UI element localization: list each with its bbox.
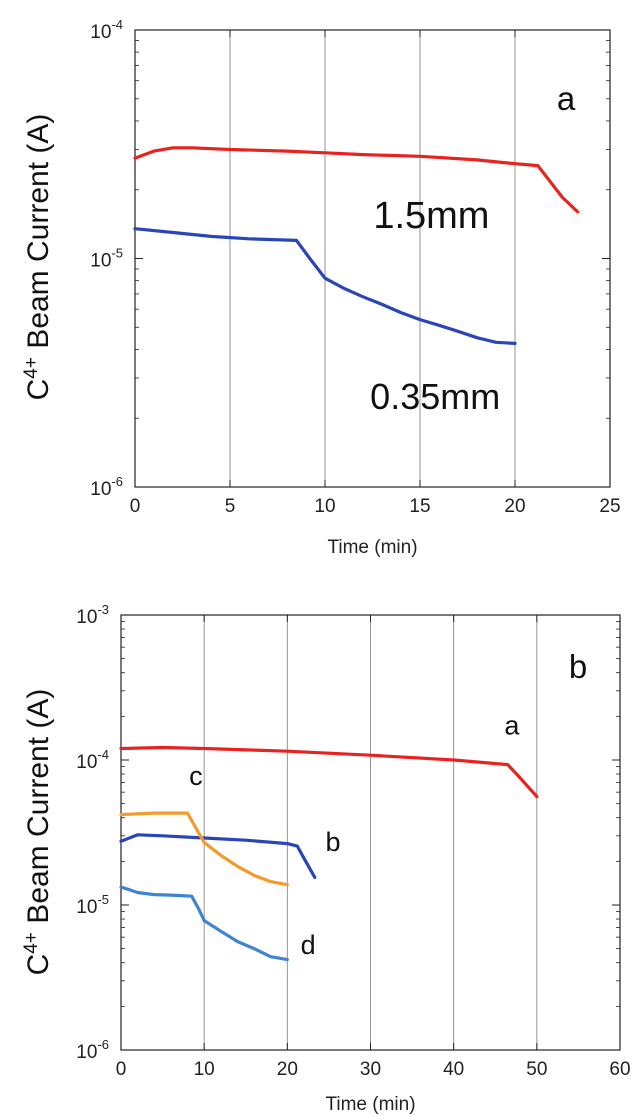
y-tick-label: 10-4 xyxy=(90,17,123,43)
y-axis-label-rest: Beam Current (A) xyxy=(22,114,55,357)
series-line-035mm xyxy=(133,227,517,345)
y-tick-base: 10 xyxy=(90,251,111,272)
y-tick-exponent: -4 xyxy=(97,747,109,762)
y-tick-label: 10-4 xyxy=(76,747,109,773)
y-tick-exponent: -6 xyxy=(111,474,123,489)
x-tick-label: 10 xyxy=(314,496,335,517)
x-tick-label: 15 xyxy=(409,496,430,517)
y-tick-exponent: -5 xyxy=(111,246,123,261)
panel-label: a xyxy=(557,80,576,117)
x-axis-label: Time (min) xyxy=(325,1094,415,1115)
y-tick-label: 10-6 xyxy=(90,474,123,500)
x-tick-label: 0 xyxy=(130,496,141,517)
x-tick-label: 40 xyxy=(443,1059,464,1080)
y-tick-base: 10 xyxy=(76,607,97,628)
series-line-c xyxy=(119,811,289,887)
x-tick-label: 50 xyxy=(526,1059,547,1080)
panel-label: b xyxy=(569,648,587,685)
x-tick-label: 10 xyxy=(194,1059,215,1080)
plot-frame xyxy=(134,29,611,488)
x-axis-label: Time (min) xyxy=(327,537,417,558)
series-annotation: d xyxy=(301,930,316,960)
y-tick-label: 10-5 xyxy=(76,892,109,918)
y-axis-label: C4+ Beam Current (A) xyxy=(21,114,55,401)
y-axis-label-base: C xyxy=(22,954,55,976)
y-axis-label: C4+ Beam Current (A) xyxy=(21,689,55,976)
y-tick-base: 10 xyxy=(90,22,111,43)
series-annotation: 0.35mm xyxy=(370,376,500,417)
y-axis-label-base: C xyxy=(22,379,55,401)
y-tick-label: 10-5 xyxy=(90,246,123,272)
y-tick-label: 10-6 xyxy=(76,1037,109,1063)
y-tick-base: 10 xyxy=(76,897,97,918)
y-axis-label-rest: Beam Current (A) xyxy=(22,689,55,932)
series-line-d xyxy=(119,885,289,962)
x-tick-label: 25 xyxy=(599,496,620,517)
series-annotation: c xyxy=(189,761,203,791)
y-tick-base: 10 xyxy=(76,752,97,773)
series-line-15mm xyxy=(133,146,580,214)
series-annotation: a xyxy=(504,710,520,740)
series-annotation: 1.5mm xyxy=(373,195,489,237)
series-line-a xyxy=(119,745,539,799)
x-tick-label: 20 xyxy=(277,1059,298,1080)
series-annotation: b xyxy=(326,827,341,857)
y-tick-exponent: -6 xyxy=(97,1037,109,1052)
y-tick-exponent: -5 xyxy=(97,892,109,907)
y-tick-label: 10-3 xyxy=(76,602,109,628)
y-tick-base: 10 xyxy=(90,479,111,500)
x-tick-label: 30 xyxy=(360,1059,381,1080)
y-tick-exponent: -4 xyxy=(111,17,123,32)
series-line-b xyxy=(119,833,317,879)
x-tick-label: 5 xyxy=(225,496,236,517)
y-tick-base: 10 xyxy=(76,1042,97,1063)
x-tick-label: 60 xyxy=(609,1059,630,1080)
y-axis-label-superscript: 4+ xyxy=(21,357,42,379)
x-tick-label: 20 xyxy=(504,496,525,517)
y-tick-exponent: -3 xyxy=(97,602,109,617)
x-tick-label: 0 xyxy=(116,1059,127,1080)
y-axis-label-superscript: 4+ xyxy=(21,932,42,954)
